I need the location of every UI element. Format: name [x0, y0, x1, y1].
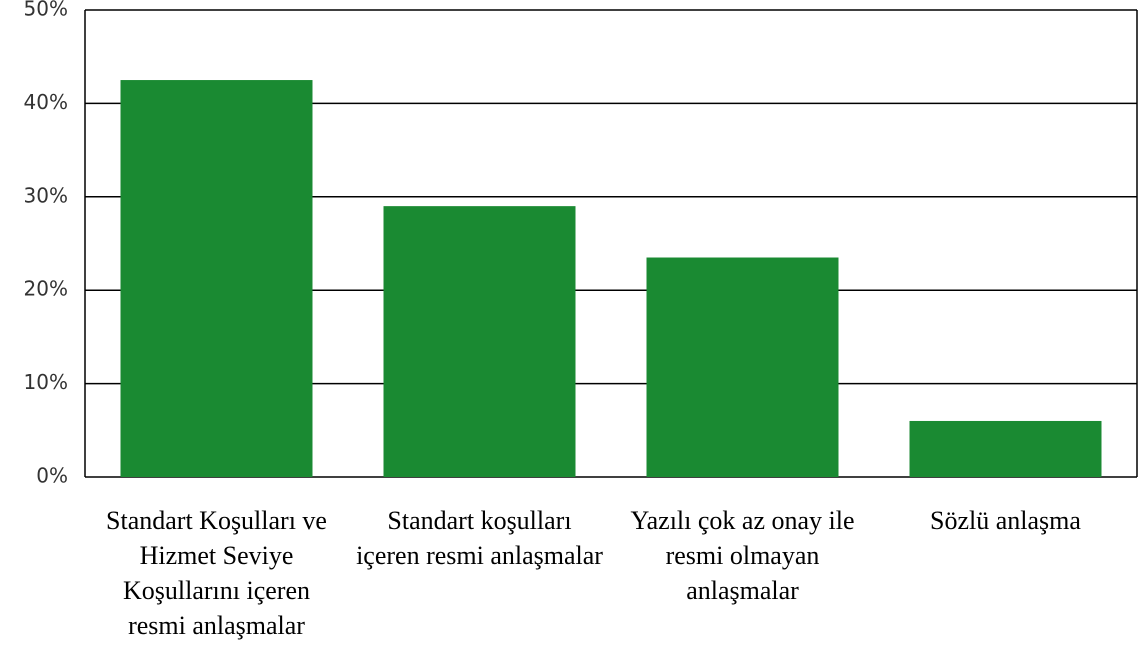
x-tick-label: Sözlü anlaşma [930, 506, 1081, 535]
y-tick-label: 0% [36, 464, 68, 488]
y-tick-label: 10% [24, 370, 68, 394]
y-tick-label: 30% [24, 183, 68, 207]
x-tick-label: Standart Koşulları ve Hizmet Seviye Koşu… [106, 506, 327, 640]
bar [383, 206, 576, 477]
x-tick-label: Yazılı çok az onay ile resmi olmayan anl… [630, 506, 855, 605]
bar [646, 257, 839, 477]
x-tick-label: Standart koşulları içeren resmi anlaşmal… [356, 506, 603, 570]
bar [120, 80, 313, 478]
y-tick-label: 50% [24, 0, 68, 21]
y-tick-label: 20% [24, 277, 68, 301]
bar [909, 420, 1102, 477]
y-tick-label: 40% [24, 90, 68, 114]
